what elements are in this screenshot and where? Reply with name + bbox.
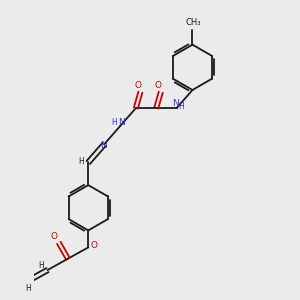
Text: N: N bbox=[100, 141, 106, 150]
Text: O: O bbox=[90, 241, 98, 250]
Text: H: H bbox=[112, 118, 117, 127]
Text: H: H bbox=[26, 284, 31, 293]
Text: O: O bbox=[155, 81, 162, 90]
Text: O: O bbox=[135, 81, 142, 90]
Text: CH₃: CH₃ bbox=[186, 17, 201, 26]
Text: N: N bbox=[118, 118, 124, 127]
Text: H: H bbox=[178, 103, 184, 112]
Text: H: H bbox=[79, 157, 84, 166]
Text: O: O bbox=[51, 232, 58, 241]
Text: H: H bbox=[38, 261, 43, 270]
Text: N: N bbox=[172, 99, 179, 108]
